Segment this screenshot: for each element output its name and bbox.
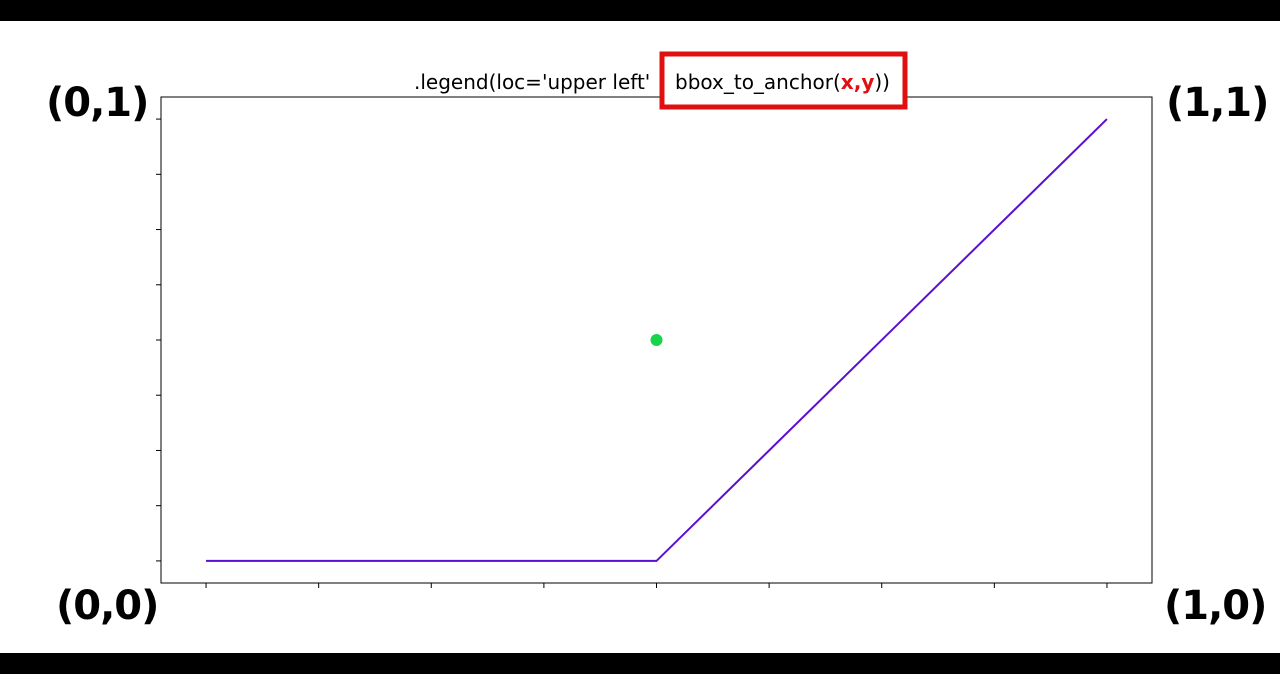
letterbox-top: [0, 0, 1280, 21]
title-x: x: [841, 70, 854, 94]
title-comma: ,: [854, 70, 862, 94]
tick-marks: [156, 118, 1108, 588]
letterbox-bottom: [0, 653, 1280, 674]
chart-title: .legend(loc='upper left' bbox_to_anchor(x…: [414, 70, 890, 94]
title-prefix: .legend(loc='upper left': [414, 70, 650, 94]
title-close: )): [874, 70, 890, 94]
corner-label-bottom-right: (1,0): [1164, 583, 1267, 629]
corner-label-top-left: (0,1): [46, 80, 149, 126]
anchor-point-marker: [650, 334, 663, 346]
corner-label-bottom-left: (0,0): [56, 583, 159, 629]
title-y: y: [861, 70, 874, 94]
series-line: [206, 118, 1108, 562]
highlight-box: [659, 51, 908, 110]
corner-label-top-right: (1,1): [1166, 80, 1269, 126]
title-func: bbox_to_anchor(: [675, 70, 841, 94]
